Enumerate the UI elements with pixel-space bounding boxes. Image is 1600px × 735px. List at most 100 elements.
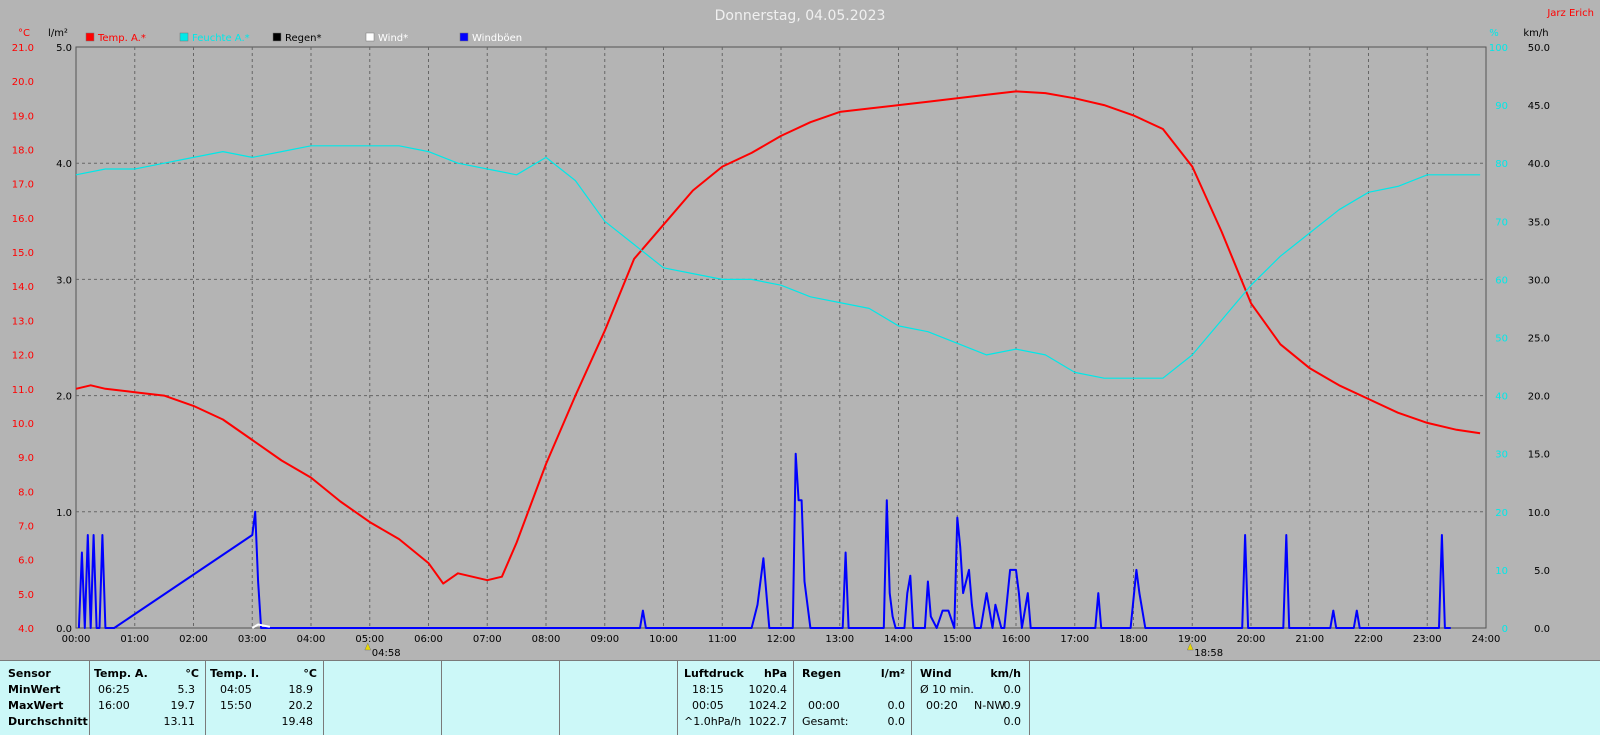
wind-tick-label: 30.0 <box>1528 275 1550 286</box>
legend-label: Windböen <box>472 33 522 44</box>
avg-label: Durchschnitt <box>8 715 88 728</box>
station-name: Jarz Erich <box>1546 8 1594 19</box>
rain-tick-label: 0.0 <box>56 624 72 635</box>
temp-tick-label: 19.0 <box>12 111 34 122</box>
temp-tick-label: 20.0 <box>12 77 34 88</box>
temp-i-min-value: 18.9 <box>288 683 314 696</box>
temp-i-column: Temp. I. °C 04:05 18.9 15:50 20.2 19.48 <box>206 661 324 735</box>
x-tick-label: 24:00 <box>1472 634 1501 645</box>
temp-tick-label: 18.0 <box>12 146 34 157</box>
sunrise-time: 04:58 <box>372 648 401 659</box>
wind-avg10-value: 0.0 <box>1003 683 1022 696</box>
temp-a-unit: °C <box>185 667 199 680</box>
humidity-tick-label: 30 <box>1495 450 1508 461</box>
rain-tick-label: 4.0 <box>56 159 72 170</box>
x-tick-label: 18:00 <box>1119 634 1148 645</box>
temp-a-min-time: 06:25 <box>98 683 130 696</box>
pressure-unit: hPa <box>763 667 787 680</box>
wind-column: Wind km/h Ø 10 min. 0.0 00:20 N-NW 0.9 0… <box>912 661 1030 735</box>
weather-chart: 00:00 01:00 02:00 03:00 04:00 05:00 06:00 07:00… <box>12 8 1594 659</box>
humidity-tick-label: 100 <box>1489 43 1508 54</box>
temp-a-min-value: 5.3 <box>177 683 196 696</box>
temp-tick-label: 5.0 <box>18 590 34 601</box>
temp-tick-label: 15.0 <box>12 248 34 259</box>
temp-tick-label: 21.0 <box>12 43 34 54</box>
wind-tick-label: 40.0 <box>1528 159 1550 170</box>
series-line-wind <box>77 452 1451 629</box>
max-label: MaxWert <box>8 699 64 712</box>
wind-tick-label: 20.0 <box>1528 392 1550 403</box>
rain-max-time: 00:00 <box>808 699 840 712</box>
x-tick-label: 11:00 <box>708 634 737 645</box>
temp-i-unit: °C <box>303 667 317 680</box>
temp-a-column: Temp. A. °C 06:25 5.3 16:00 19.7 13.11 <box>90 661 206 735</box>
pressure-trend: ^1.0hPa/h <box>684 715 742 728</box>
wind-tick-label: 25.0 <box>1528 334 1550 345</box>
sunset-icon <box>1186 642 1194 651</box>
legend-swatch <box>459 32 469 42</box>
sunset-time: 18:58 <box>1194 648 1223 659</box>
series-line-wind <box>251 623 271 629</box>
humidity-tick-label: 60 <box>1495 275 1508 286</box>
temp-i-avg-value: 19.48 <box>281 715 314 728</box>
temp-i-header: Temp. I. <box>210 667 260 680</box>
chart-title: Donnerstag, 04.05.2023 <box>715 8 886 24</box>
x-tick-label: 09:00 <box>590 634 619 645</box>
x-tick-label: 10:00 <box>649 634 678 645</box>
wind-tick-label: 10.0 <box>1528 508 1550 519</box>
humidity-tick-label: 50 <box>1495 334 1508 345</box>
temp-a-max-value: 19.7 <box>170 699 196 712</box>
stats-footer: Sensor MinWert MaxWert Durchschnitt Temp… <box>0 660 1600 735</box>
temp-tick-label: 14.0 <box>12 282 34 293</box>
rain-total-value: 0.0 <box>887 715 906 728</box>
pressure-min-value: 1020.4 <box>748 683 788 696</box>
wind-tick-label: 50.0 <box>1528 43 1550 54</box>
sunrise-icon <box>364 642 372 651</box>
x-tick-label: 22:00 <box>1354 634 1383 645</box>
wind-header: Wind <box>920 667 952 680</box>
legend-swatch <box>85 32 95 42</box>
wind-tick-label: 15.0 <box>1528 450 1550 461</box>
rain-tick-label: 3.0 <box>56 275 72 286</box>
temp-tick-label: 17.0 <box>12 180 34 191</box>
legend-label: Temp. A.* <box>97 33 146 44</box>
x-tick-label: 07:00 <box>473 634 502 645</box>
pressure-min-time: 18:15 <box>692 683 724 696</box>
temp-tick-label: 10.0 <box>12 419 34 430</box>
wind-tick-label: 0.0 <box>1534 624 1550 635</box>
pressure-column: Luftdruck hPa 18:15 1020.4 00:05 1024.2 … <box>678 661 794 735</box>
sensor-header: Sensor <box>8 667 51 680</box>
temp-tick-label: 8.0 <box>18 487 34 498</box>
x-tick-label: 19:00 <box>1178 634 1207 645</box>
temp-a-avg-value: 13.11 <box>163 715 196 728</box>
wind-tick-label: 45.0 <box>1528 101 1550 112</box>
x-tick-label: 13:00 <box>825 634 854 645</box>
rain-max-value: 0.0 <box>887 699 906 712</box>
temp-tick-label: 7.0 <box>18 521 34 532</box>
x-tick-label: 16:00 <box>1002 634 1031 645</box>
rain-header: Regen <box>802 667 842 680</box>
wind-axis-unit: km/h <box>1523 28 1548 39</box>
min-label: MinWert <box>8 683 61 696</box>
wind-max-value: 0.9 <box>1003 699 1022 712</box>
rain-column: Regen l/m² 00:00 0.0 Gesamt: 0.0 <box>794 661 912 735</box>
temp-tick-label: 9.0 <box>18 453 34 464</box>
x-tick-label: 23:00 <box>1413 634 1442 645</box>
x-tick-label: 02:00 <box>179 634 208 645</box>
wind-max-direction: N-NW <box>974 699 1006 712</box>
chart-grid <box>75 46 1487 629</box>
temp-tick-label: 13.0 <box>12 316 34 327</box>
pressure-max-time: 00:05 <box>692 699 724 712</box>
legend-swatch <box>272 32 282 42</box>
humidity-axis-unit: % <box>1489 28 1499 39</box>
chart-series <box>75 90 1481 629</box>
legend-swatch <box>365 32 375 42</box>
rain-tick-label: 5.0 <box>56 43 72 54</box>
x-tick-label: 17:00 <box>1060 634 1089 645</box>
humidity-tick-label: 40 <box>1495 392 1508 403</box>
x-tick-label: 20:00 <box>1237 634 1266 645</box>
series-line-humidity <box>75 145 1481 379</box>
legend-swatch <box>179 32 189 42</box>
x-tick-label: 00:00 <box>62 634 91 645</box>
rain-total-label: Gesamt: <box>802 715 849 728</box>
